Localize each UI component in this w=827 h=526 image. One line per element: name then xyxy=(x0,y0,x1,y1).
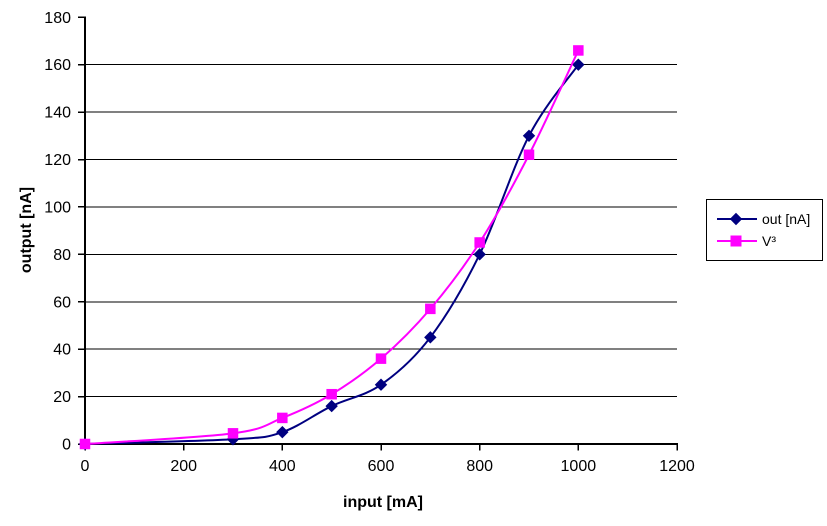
legend-item-out: out [nA] xyxy=(716,210,822,227)
x-tick-label: 1200 xyxy=(659,458,695,475)
data-point-square xyxy=(375,353,387,364)
y-tick-label: 20 xyxy=(53,389,71,406)
legend-label-v3: V³ xyxy=(762,232,776,249)
y-tick-label: 0 xyxy=(62,437,71,454)
data-point-square xyxy=(326,388,337,400)
y-tick-label: 140 xyxy=(44,105,71,122)
y-tick-label: 60 xyxy=(53,294,71,311)
data-point-diamond xyxy=(325,399,338,413)
y-tick-label: 180 xyxy=(44,10,71,27)
data-point-square xyxy=(573,45,584,56)
data-point-diamond xyxy=(572,58,585,71)
y-tick-label: 120 xyxy=(44,152,71,169)
data-point-diamond xyxy=(473,248,486,261)
legend-label-out: out [nA] xyxy=(762,210,811,227)
data-point-square xyxy=(425,303,436,315)
data-point-square xyxy=(227,428,239,439)
data-point-square xyxy=(277,412,288,424)
y-axis-title: output [nA] xyxy=(18,186,35,274)
y-tick-label: 160 xyxy=(44,57,71,74)
series-line-1 xyxy=(84,50,580,445)
x-tick-label: 400 xyxy=(269,458,296,475)
data-point-diamond xyxy=(276,425,289,439)
x-tick-label: 600 xyxy=(368,458,395,475)
y-tick-label: 100 xyxy=(44,199,71,216)
data-point-square xyxy=(523,149,535,161)
data-point-square xyxy=(79,438,91,450)
legend: out [nA] V³ xyxy=(706,199,823,261)
y-tick-label: 80 xyxy=(53,247,71,264)
legend-square-marker-icon xyxy=(717,235,757,247)
data-point-diamond xyxy=(522,129,536,142)
x-tick-label: 1000 xyxy=(561,458,597,475)
x-tick-label: 800 xyxy=(466,458,493,475)
data-point-diamond xyxy=(374,378,388,391)
x-tick-label: 200 xyxy=(170,458,197,475)
x-tick-label: 0 xyxy=(81,458,90,475)
y-tick-label: 40 xyxy=(53,342,71,359)
data-point-square xyxy=(474,237,485,248)
data-point-diamond xyxy=(424,331,437,344)
x-axis-title: input [mA] xyxy=(343,494,423,511)
legend-diamond-marker-icon xyxy=(717,212,757,226)
legend-item-v3: V³ xyxy=(716,232,822,249)
